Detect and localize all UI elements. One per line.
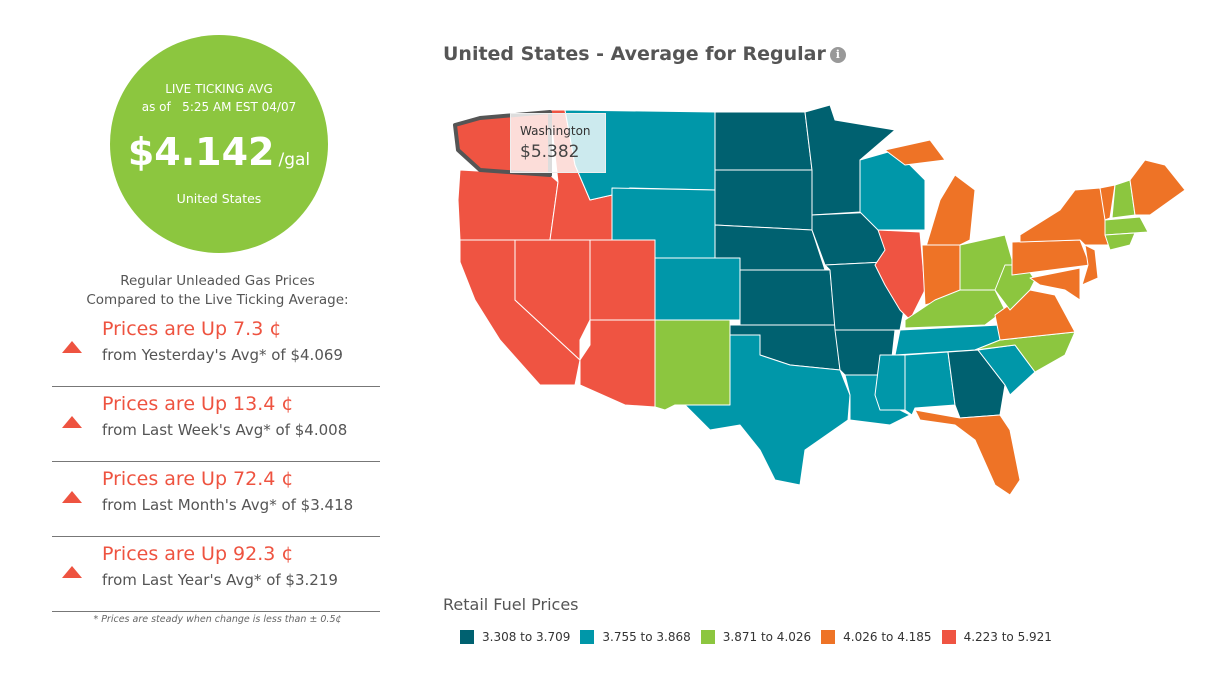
legend-swatch	[700, 630, 715, 644]
price-value: $4.142	[127, 130, 275, 174]
legend-swatch	[460, 630, 474, 644]
legend-swatch	[941, 630, 956, 644]
up-arrow-icon	[62, 566, 82, 578]
map-title-text: United States - Average for Regular	[443, 43, 826, 65]
legend-item[interactable]: 3.871 to 4.026	[700, 630, 812, 644]
state-sd[interactable]	[714, 169, 813, 231]
change-baseline: from Last Year's Avg* of $3.219	[102, 571, 338, 589]
map-title: United States - Average for Regular i	[443, 43, 846, 65]
state-az[interactable]	[579, 319, 656, 408]
legend-label: 4.223 to 5.921	[963, 630, 1052, 644]
state-ks[interactable]	[739, 269, 836, 326]
up-arrow-icon	[62, 416, 82, 428]
up-arrow-icon	[62, 341, 82, 353]
state-ms[interactable]	[874, 354, 906, 411]
as-of-time: as of 5:25 AM EST 04/07	[141, 100, 297, 114]
legend-item[interactable]: 4.026 to 4.185	[821, 630, 932, 644]
legend-label: 3.755 to 3.868	[602, 630, 691, 644]
state-vt[interactable]	[1099, 184, 1116, 221]
state-tooltip: Washington $5.382	[510, 113, 606, 173]
legend-title: Retail Fuel Prices	[443, 595, 579, 614]
legend: 3.308 to 3.709 3.755 to 3.868 3.871 to 4…	[460, 630, 1062, 644]
live-avg-badge: LIVE TICKING AVG as of 5:25 AM EST 04/07…	[110, 35, 328, 253]
state-il[interactable]	[874, 229, 926, 321]
comparison-row-last-month: Prices are Up 72.4 ¢ from Last Month's A…	[52, 466, 380, 537]
state-ky[interactable]	[904, 289, 1006, 329]
state-al[interactable]	[904, 351, 956, 416]
comparison-title-line1: Regular Unleaded Gas Prices	[120, 273, 315, 289]
state-ct[interactable]	[1104, 232, 1136, 251]
legend-label: 3.871 to 4.026	[722, 630, 812, 644]
state-mi[interactable]	[924, 174, 976, 251]
state-ny[interactable]	[1019, 187, 1116, 246]
legend-item[interactable]: 3.308 to 3.709	[460, 630, 570, 644]
live-avg-label: LIVE TICKING AVG	[165, 82, 273, 96]
location: United States	[176, 191, 262, 206]
live-avg-price: $4.142/gal	[110, 130, 328, 174]
price-unit: /gal	[278, 150, 311, 170]
change-baseline: from Yesterday's Avg* of $4.069	[102, 346, 343, 364]
comparison-row-last-year: Prices are Up 92.3 ¢ from Last Year's Av…	[52, 541, 380, 612]
state-co[interactable]	[654, 257, 741, 321]
change-text: Prices are Up 7.3 ¢	[102, 318, 282, 340]
up-arrow-icon	[62, 491, 82, 503]
state-tx[interactable]	[684, 334, 851, 486]
state-mi[interactable]	[884, 139, 946, 166]
state-nj[interactable]	[1081, 244, 1099, 286]
change-text: Prices are Up 72.4 ¢	[102, 468, 294, 490]
legend-item[interactable]: 3.755 to 3.868	[580, 630, 691, 644]
state-fl[interactable]	[914, 409, 1021, 496]
change-baseline: from Last Week's Avg* of $4.008	[102, 421, 348, 439]
state-nd[interactable]	[714, 111, 813, 171]
legend-label: 3.308 to 3.709	[482, 630, 571, 644]
comparison-title: Regular Unleaded Gas Prices Compared to …	[40, 272, 395, 310]
legend-swatch	[580, 630, 595, 644]
tooltip-price: $5.382	[520, 142, 580, 162]
state-ut[interactable]	[589, 239, 656, 321]
change-text: Prices are Up 13.4 ¢	[102, 393, 294, 415]
comparison-row-yesterday: Prices are Up 7.3 ¢ from Yesterday's Avg…	[52, 316, 380, 387]
state-md[interactable]	[1029, 267, 1081, 301]
state-ma[interactable]	[1104, 216, 1149, 236]
comparison-row-last-week: Prices are Up 13.4 ¢ from Last Week's Av…	[52, 391, 380, 462]
legend-item[interactable]: 4.223 to 5.921	[941, 630, 1052, 644]
state-nm[interactable]	[654, 319, 731, 411]
tooltip-state-name: Washington	[520, 124, 591, 138]
legend-swatch	[821, 630, 836, 644]
change-text: Prices are Up 92.3 ¢	[102, 543, 294, 565]
change-baseline: from Last Month's Avg* of $3.418	[102, 496, 354, 514]
state-me[interactable]	[1129, 159, 1186, 216]
steady-note: * Prices are steady when change is less …	[93, 614, 342, 625]
info-icon[interactable]: i	[829, 47, 846, 63]
legend-label: 4.026 to 4.185	[843, 630, 932, 644]
state-or[interactable]	[457, 169, 559, 241]
comparison-title-line2: Compared to the Live Ticking Average:	[86, 292, 349, 308]
